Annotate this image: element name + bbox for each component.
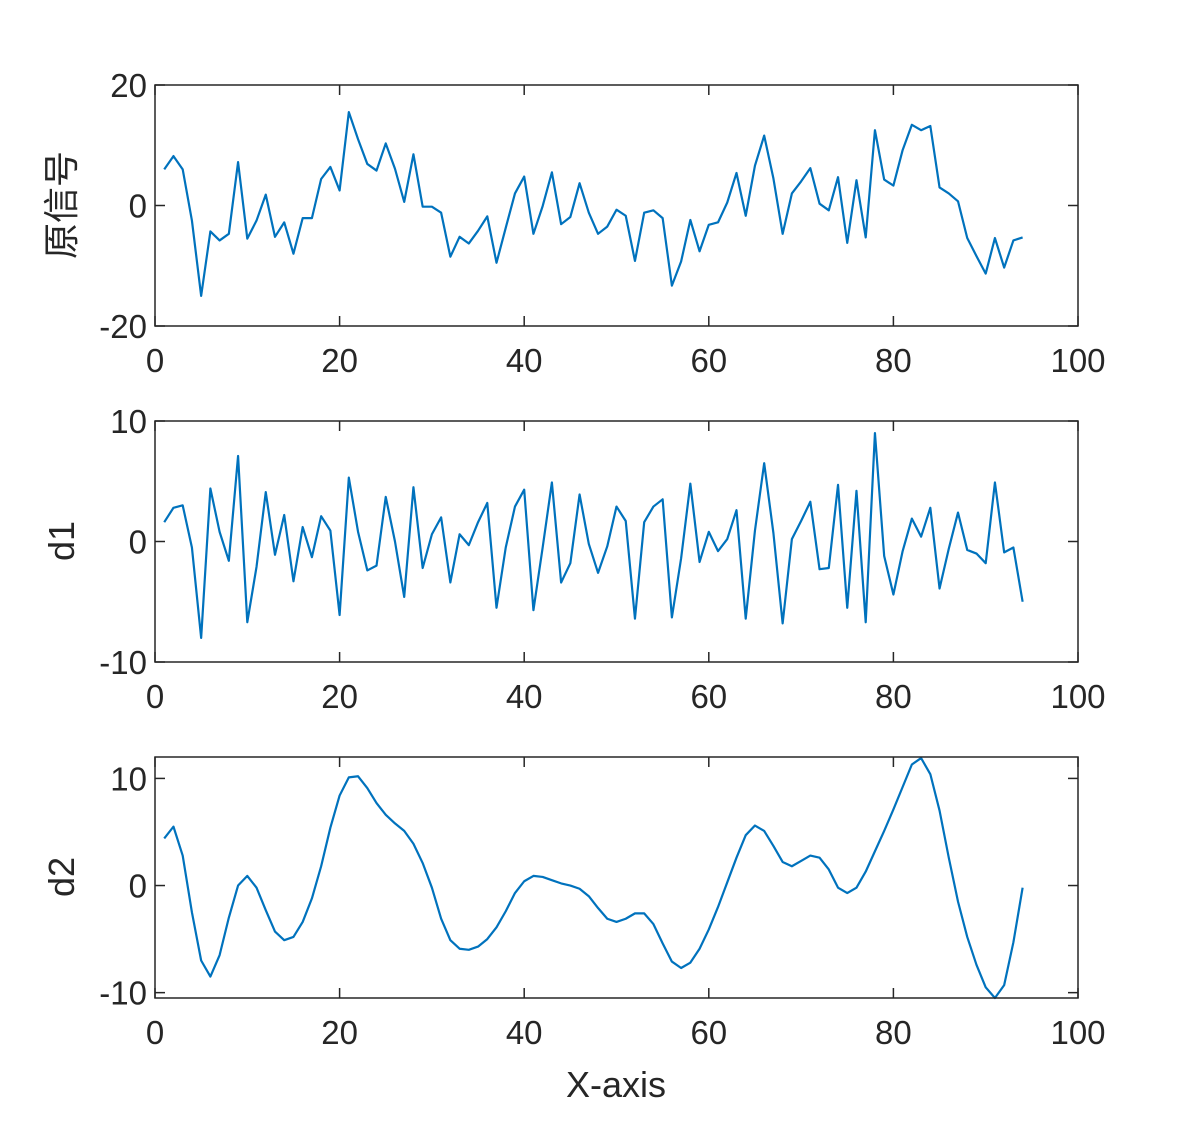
x-axis-label: X-axis xyxy=(566,1064,666,1105)
subplot-1-ylabel: 原信号 xyxy=(41,151,82,259)
x-tick-label: 100 xyxy=(1050,342,1105,379)
x-tick-label: 20 xyxy=(321,1014,358,1051)
subplot-2-series-line xyxy=(163,431,1024,639)
subplot-1-series-line xyxy=(163,111,1023,297)
x-tick-label: 20 xyxy=(321,342,358,379)
y-tick-label: -10 xyxy=(99,975,147,1012)
y-tick-label: 0 xyxy=(129,524,147,561)
x-tick-label: 80 xyxy=(875,678,912,715)
y-tick-label: 0 xyxy=(129,868,147,905)
subplot-2-axes-box xyxy=(154,420,1079,663)
x-tick-label: 60 xyxy=(690,678,727,715)
y-tick-label: 10 xyxy=(110,760,147,797)
subplot-1-axes-box xyxy=(154,84,1079,327)
x-tick-label: 40 xyxy=(506,678,543,715)
y-tick-label: -10 xyxy=(99,644,147,681)
x-tick-label: 0 xyxy=(146,1014,164,1051)
y-tick-label: 20 xyxy=(110,67,147,104)
x-tick-label: 0 xyxy=(146,342,164,379)
y-tick-label: 0 xyxy=(129,188,147,225)
subplot-2-ylabel: d1 xyxy=(41,521,82,561)
x-tick-label: 20 xyxy=(321,678,358,715)
x-tick-label: 80 xyxy=(875,1014,912,1051)
subplot-3-ylabel: d2 xyxy=(41,857,82,897)
x-tick-label: 100 xyxy=(1050,1014,1105,1051)
subplot-3-axes-box xyxy=(154,756,1079,999)
y-tick-label: 10 xyxy=(110,403,147,440)
y-tick-label: -20 xyxy=(99,308,147,345)
x-tick-label: 0 xyxy=(146,678,164,715)
x-tick-label: 100 xyxy=(1050,678,1105,715)
subplot-3-series-line xyxy=(163,756,1024,1000)
x-tick-label: 60 xyxy=(690,342,727,379)
x-tick-label: 60 xyxy=(690,1014,727,1051)
x-tick-label: 40 xyxy=(506,1014,543,1051)
x-tick-label: 80 xyxy=(875,342,912,379)
x-tick-label: 40 xyxy=(506,342,543,379)
